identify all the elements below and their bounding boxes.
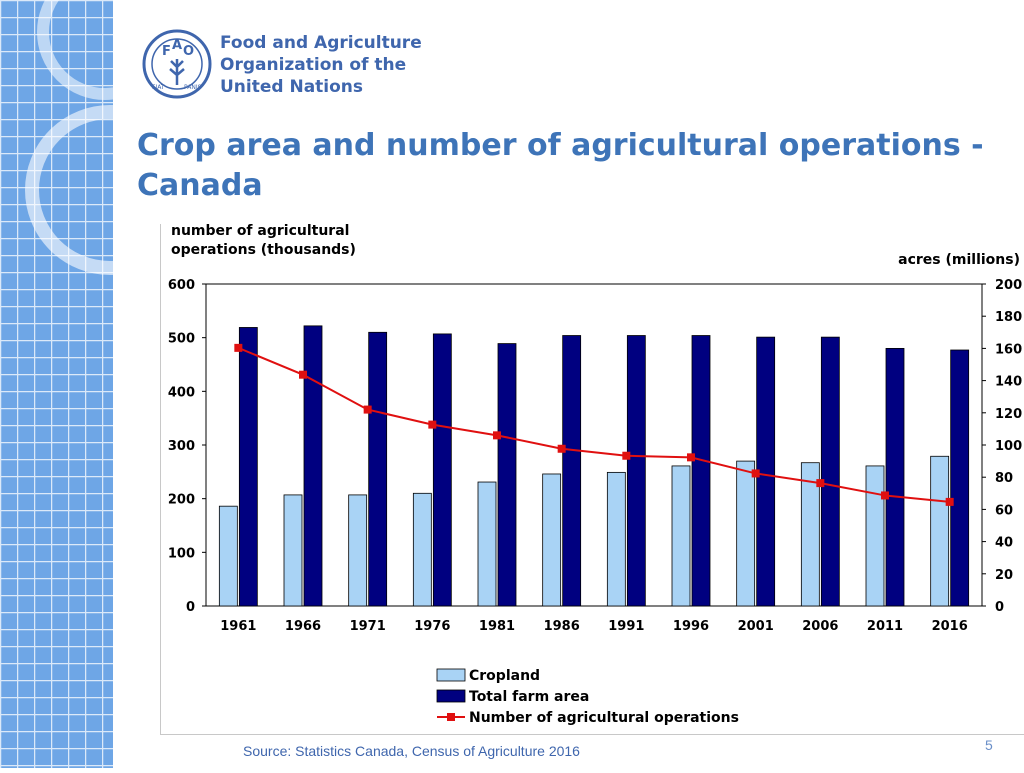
total-farm-area-bar	[497, 343, 517, 607]
cropland-bar	[412, 492, 432, 607]
cropland-bar	[283, 494, 303, 607]
cropland-bar	[606, 471, 626, 607]
logo-letter: O	[183, 44, 194, 59]
left-tick-label: 400	[168, 385, 195, 400]
org-name-line: United Nations	[220, 77, 364, 97]
operations-point	[299, 370, 307, 379]
org-name-line: Organization of the	[220, 55, 407, 75]
operations-point	[428, 420, 437, 429]
x-tick-label: 1966	[285, 619, 321, 634]
operations-point	[493, 431, 501, 440]
right-axis-label: acres (millions)	[898, 252, 1020, 268]
cropland-bar	[671, 465, 691, 607]
operations-point	[363, 405, 372, 414]
x-tick-label: 1971	[350, 619, 386, 634]
cropland-bar	[218, 505, 238, 607]
operations-point	[687, 453, 695, 462]
right-tick-label: 80	[995, 471, 1013, 486]
operations-line	[237, 346, 950, 503]
total-farm-area-bar	[238, 327, 258, 607]
operations-point	[816, 479, 825, 488]
logo-ring-text: PANIS	[184, 84, 202, 91]
operations-point	[557, 444, 566, 453]
x-tick-label: 1976	[414, 619, 450, 634]
right-tick-label: 60	[995, 503, 1013, 518]
right-tick-label: 120	[995, 407, 1022, 422]
cropland-bar	[348, 494, 368, 607]
cropland-bar	[930, 455, 950, 607]
total-farm-area-bar	[562, 335, 582, 607]
total-farm-area-bar	[432, 333, 452, 607]
right-tick-label: 160	[995, 342, 1022, 357]
fao-logo: F A O FIAT PANIS Food and Agriculture Or…	[140, 27, 422, 101]
logo-ring-text: FIAT	[152, 84, 165, 91]
right-tick-label: 100	[995, 439, 1022, 454]
operations-point	[622, 451, 631, 460]
org-name-line: Food and Agriculture	[220, 33, 422, 53]
grid-pattern	[0, 0, 195, 768]
total-farm-area-bar	[691, 335, 711, 607]
right-tick-label: 140	[995, 375, 1022, 390]
legend-label: Total farm area	[469, 689, 589, 705]
total-farm-area-bar	[820, 336, 840, 607]
right-tick-label: 0	[995, 600, 1004, 615]
right-tick-label: 180	[995, 310, 1022, 325]
x-tick-label: 1991	[608, 619, 644, 634]
operations-point	[945, 497, 954, 506]
legend-label: Cropland	[469, 668, 540, 684]
left-tick-label: 600	[168, 278, 195, 293]
total-farm-area-bar	[950, 349, 970, 607]
slide-title: Crop area and number of agricultural ope…	[137, 128, 984, 203]
chart-frame	[160, 224, 1024, 735]
wheat-icon	[169, 59, 185, 85]
cropland-bar	[477, 481, 497, 607]
left-tick-label: 0	[186, 600, 195, 615]
left-tick-label: 200	[168, 493, 195, 508]
cropland-bar	[800, 462, 820, 607]
left-tick-label: 100	[168, 546, 195, 561]
source-note: Source: Statistics Canada, Census of Agr…	[243, 743, 580, 759]
logo-letter: A	[172, 38, 182, 53]
legend-swatch-operations-marker	[447, 713, 455, 721]
right-tick-label: 40	[995, 536, 1013, 551]
left-tick-label: 500	[168, 332, 195, 347]
x-tick-label: 1981	[479, 619, 515, 634]
cropland-bar	[736, 460, 756, 607]
x-tick-label: 2006	[802, 619, 838, 634]
x-tick-label: 1961	[220, 619, 256, 634]
left-tick-label: 300	[168, 439, 195, 454]
cropland-bar	[865, 465, 885, 607]
total-farm-area-bar	[885, 347, 905, 607]
x-tick-label: 1986	[544, 619, 580, 634]
legend-swatch-total-farm-area	[436, 689, 466, 703]
x-tick-label: 1996	[673, 619, 709, 634]
operations-point	[234, 343, 243, 352]
legend-label: Number of agricultural operations	[469, 710, 739, 726]
right-tick-label: 200	[995, 278, 1022, 293]
x-tick-label: 2016	[932, 619, 968, 634]
left-axis-label: number of agricultural operations (thous…	[171, 223, 356, 258]
fao-emblem-icon: F A O FIAT PANIS	[142, 29, 212, 99]
logo-letter: F	[162, 44, 171, 59]
cropland-bar	[542, 473, 562, 607]
operations-point	[751, 469, 760, 478]
total-farm-area-bar	[368, 331, 388, 607]
legend-swatch-cropland	[436, 668, 466, 682]
right-tick-label: 20	[995, 568, 1013, 583]
decorative-side-strip	[0, 0, 195, 768]
x-tick-label: 2001	[738, 619, 774, 634]
total-farm-area-bar	[626, 335, 646, 607]
operations-point	[881, 491, 889, 500]
x-tick-label: 2011	[867, 619, 903, 634]
total-farm-area-bar	[303, 325, 323, 607]
slide-number: 5	[985, 737, 993, 753]
